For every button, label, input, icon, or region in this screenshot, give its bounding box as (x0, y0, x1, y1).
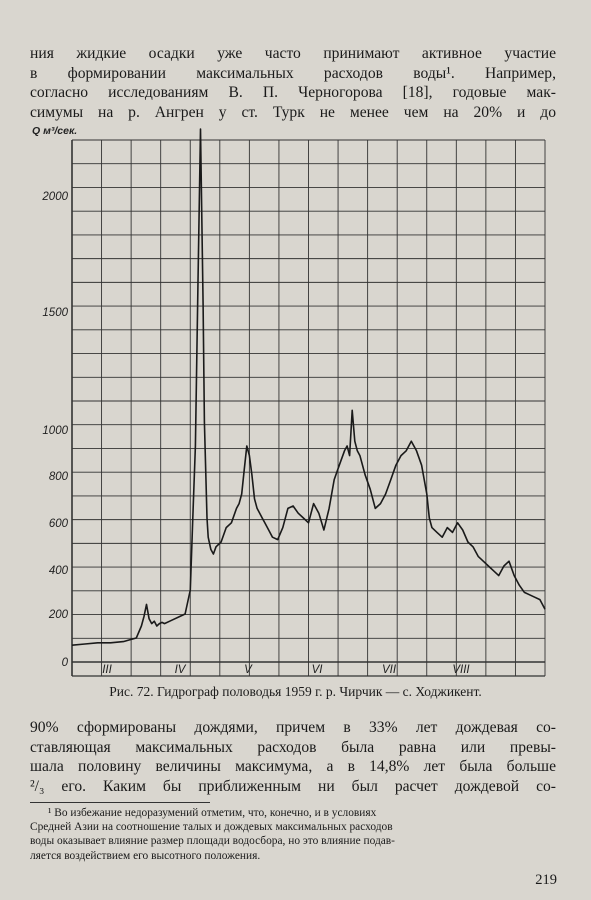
y-tick-label: 600 (49, 518, 69, 530)
footnote: ¹ Во избежание недоразумений отметим, чт… (30, 806, 556, 863)
y-tick-label: 1500 (42, 307, 68, 319)
y-tick-label: 400 (49, 565, 69, 577)
footnote-line: Средней Азии на соотношение талых и дожд… (30, 821, 393, 834)
series-line (71, 128, 546, 646)
footnote-line: ляется воздействием его высотного положе… (30, 849, 261, 862)
x-month-label: IV (175, 664, 187, 676)
footnote-line: ¹ Во избежание недоразумений отметим, чт… (48, 807, 377, 819)
footnote-divider (30, 802, 210, 803)
x-month-label: V (244, 664, 253, 676)
text-line: ставляющая максимальных расходов была ра… (30, 738, 556, 756)
text-line: ния жидкие осадки уже часто принимают ак… (30, 45, 556, 62)
text-line: ²/₃ его. Каким бы приближенным ни был ра… (30, 777, 556, 795)
x-month-label: VI (312, 664, 324, 676)
text-line: в формировании максимальных расходов вод… (30, 64, 556, 82)
text-line: 90% сформированы дождями, причем в 33% л… (30, 719, 556, 736)
bottom-paragraph: 90% сформированы дождями, причем в 33% л… (30, 718, 556, 796)
y-tick-label: 200 (48, 609, 69, 621)
hydrograph-chart: 0 200 400 600 800 1000 1500 2000 III IV V VI VII VII… (32, 125, 546, 677)
page-number: 219 (535, 872, 557, 888)
text-line: симумы на р. Ангрен у ст. Турк не менее … (30, 103, 556, 121)
y-tick-label: 1000 (42, 425, 68, 437)
x-month-label: III (102, 664, 112, 676)
x-month-label: VII (382, 664, 397, 676)
text-line: согласно исследованиям В. П. Черногорова… (30, 84, 556, 101)
y-tick-label: 2000 (41, 191, 68, 203)
chart-grid (71, 139, 546, 677)
footnote-line: воды оказывает влияние размер площади во… (30, 835, 395, 848)
y-axis-ticks: 0 200 400 600 800 1000 1500 2000 (41, 191, 68, 669)
x-axis-month-labels: III IV V VI VII VIII (102, 664, 470, 676)
top-paragraph: ния жидкие осадки уже часто принимают ак… (30, 44, 556, 122)
figure-caption: Рис. 72. Гидрограф половодья 1959 г. р. … (109, 684, 482, 699)
text-line: шала половину величины максимума, а в 14… (30, 758, 556, 775)
x-month-label: VIII (452, 664, 470, 676)
y-axis-label: Q м³/сек. (32, 125, 77, 137)
y-tick-label: 0 (62, 657, 69, 669)
y-tick-label: 800 (49, 471, 69, 483)
